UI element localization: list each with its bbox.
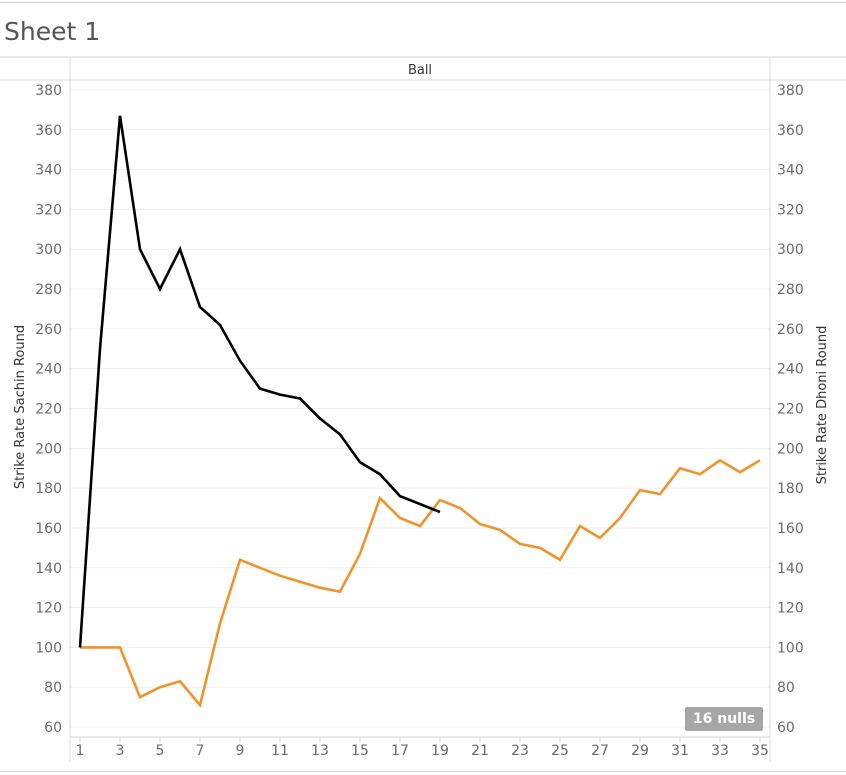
y-tick-left-380: 380 [35, 83, 62, 99]
x-tick-5: 5 [156, 743, 165, 759]
y-tick-left-200: 200 [35, 441, 62, 457]
x-axis-ticks: 1 3 5 7 9 11 13 15 17 19 21 23 25 27 29 31 33 35 [76, 737, 769, 759]
x-tick-35: 35 [751, 743, 769, 759]
series-lines [78, 115, 761, 708]
y-tick-right-380: 380 [777, 83, 804, 99]
nulls-indicator-badge[interactable]: 16 nulls [685, 707, 763, 731]
y-tick-right-220: 220 [777, 402, 804, 418]
x-tick-25: 25 [551, 743, 569, 759]
x-tick-19: 19 [431, 743, 449, 759]
y-tick-left-140: 140 [35, 561, 62, 577]
y-axis-right-ticks: 60 80 100 120 140 160 180 200 220 240 260 280 300 320… [777, 83, 804, 736]
y-tick-left-60: 60 [44, 720, 62, 736]
y-tick-right-360: 360 [777, 123, 804, 139]
y-tick-left-280: 280 [35, 282, 62, 298]
y-tick-left-340: 340 [35, 163, 62, 179]
y-tick-left-180: 180 [35, 481, 62, 497]
y-tick-right-340: 340 [777, 163, 804, 179]
x-tick-3: 3 [116, 743, 125, 759]
chart-frame [0, 56, 846, 762]
y-tick-right-160: 160 [777, 521, 804, 537]
y-axis-title-right: Strike Rate Dhoni Round [815, 326, 830, 485]
x-tick-29: 29 [631, 743, 649, 759]
y-tick-right-300: 300 [777, 242, 804, 258]
y-axis-left-ticks: 60 80 100 120 140 160 180 200 220 240 260 280 300 320… [35, 83, 62, 736]
x-tick-27: 27 [591, 743, 609, 759]
series-line-2 [80, 458, 761, 708]
gridlines [70, 89, 770, 728]
x-tick-33: 33 [711, 743, 729, 759]
y-tick-right-200: 200 [777, 441, 804, 457]
y-axis-title-left: Strike Rate Sachin Round [13, 325, 28, 489]
x-tick-15: 15 [351, 743, 369, 759]
y-tick-right-100: 100 [777, 640, 804, 656]
x-tick-11: 11 [271, 743, 289, 759]
x-tick-9: 9 [236, 743, 245, 759]
y-tick-right-140: 140 [777, 561, 804, 577]
x-tick-17: 17 [391, 743, 409, 759]
y-tick-right-280: 280 [777, 282, 804, 298]
y-tick-left-360: 360 [35, 123, 62, 139]
y-tick-right-260: 260 [777, 322, 804, 338]
x-tick-1: 1 [76, 743, 85, 759]
y-tick-right-80: 80 [777, 680, 795, 696]
x-tick-23: 23 [511, 743, 529, 759]
y-tick-left-80: 80 [44, 680, 62, 696]
x-tick-13: 13 [311, 743, 329, 759]
y-tick-left-300: 300 [35, 242, 62, 258]
x-tick-31: 31 [671, 743, 689, 759]
y-tick-left-220: 220 [35, 402, 62, 418]
y-tick-right-240: 240 [777, 362, 804, 378]
x-tick-7: 7 [196, 743, 205, 759]
y-tick-left-100: 100 [35, 640, 62, 656]
y-tick-left-320: 320 [35, 202, 62, 218]
sheet-title: Sheet 1 [4, 17, 101, 46]
x-tick-21: 21 [471, 743, 489, 759]
series-line-1 [78, 115, 441, 648]
y-tick-left-120: 120 [35, 601, 62, 617]
y-tick-right-320: 320 [777, 202, 804, 218]
y-tick-left-240: 240 [35, 362, 62, 378]
top-rule [0, 2, 846, 3]
y-tick-right-180: 180 [777, 481, 804, 497]
y-tick-right-120: 120 [777, 601, 804, 617]
y-tick-left-260: 260 [35, 322, 62, 338]
column-header: Ball [408, 63, 432, 78]
y-tick-right-60: 60 [777, 720, 795, 736]
y-tick-left-160: 160 [35, 521, 62, 537]
bottom-rule [0, 771, 846, 772]
